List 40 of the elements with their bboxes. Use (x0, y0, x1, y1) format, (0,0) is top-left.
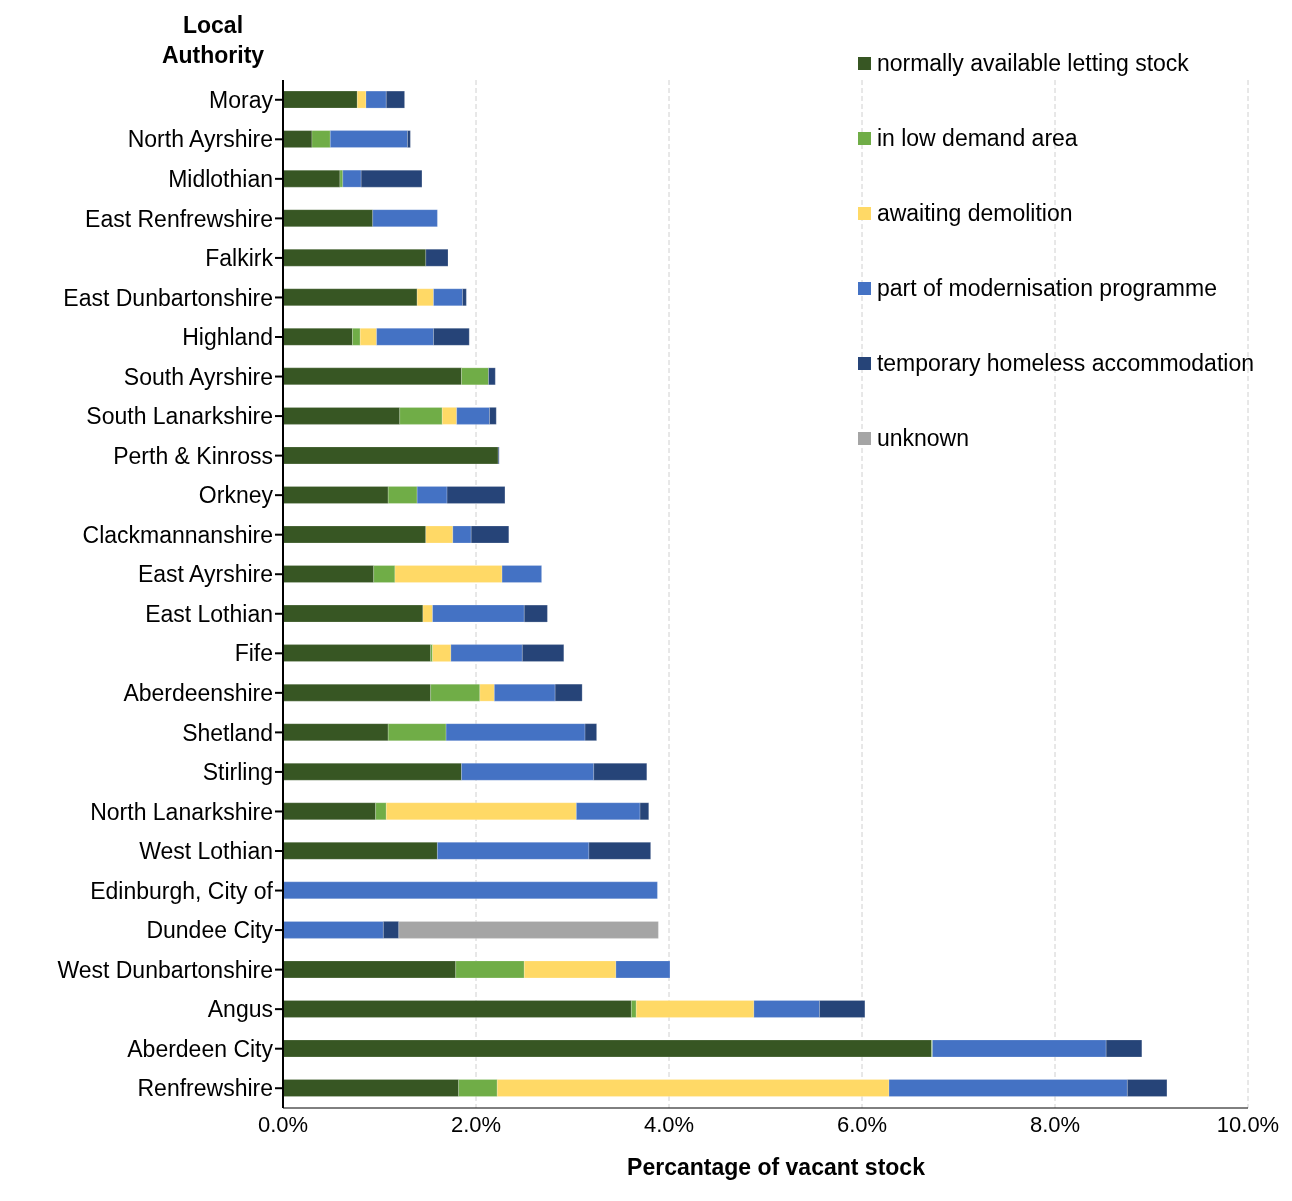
y-tick-label: North Lanarkshire (90, 798, 273, 825)
y-tick-label: East Ayrshire (137, 561, 273, 588)
y-tick-label: East Lothian (145, 600, 273, 627)
legend-label: normally available letting stock (876, 50, 1189, 77)
y-tick-label: Highland (182, 324, 273, 351)
y-tick-label: Shetland (182, 719, 273, 746)
x-tick-label: 8.0% (1029, 1111, 1081, 1137)
y-tick-label: Orkney (198, 482, 274, 509)
x-tick-label: 2.0% (450, 1111, 502, 1137)
y-tick-label: Stirling (202, 759, 273, 786)
x-tick-label: 4.0% (643, 1111, 695, 1137)
y-axis-title: Local Authority (160, 11, 266, 70)
y-tick-label: Midlothian (168, 166, 273, 193)
x-tick-label: 10.0% (1216, 1111, 1280, 1137)
y-tick-label: South Lanarkshire (86, 403, 273, 430)
legend-label: part of modernisation programme (876, 275, 1217, 302)
y-tick-label: Falkirk (205, 245, 274, 272)
legend-label: awaiting demolition (876, 200, 1073, 227)
y-tick-label: East Renfrewshire (85, 205, 273, 232)
x-tick-label: 0.0% (257, 1111, 309, 1137)
legend-label: unknown (876, 425, 969, 452)
y-tick-label: Aberdeen City (127, 1035, 274, 1062)
y-tick-label: North Ayrshire (127, 126, 273, 153)
y-tick-label: Moray (209, 86, 274, 113)
x-axis-title: Percantage of vacant stock (626, 1154, 926, 1181)
y-tick-label: South Ayrshire (123, 363, 273, 390)
y-tick-label: West Dunbartonshire (57, 956, 273, 983)
y-tick-label: Aberdeenshire (123, 680, 273, 707)
y-tick-label: West Lothian (139, 838, 273, 865)
x-tick-label: 6.0% (836, 1111, 888, 1137)
y-tick-label: Perth & Kinross (113, 442, 273, 469)
y-tick-label: Clackmannanshire (82, 521, 273, 548)
y-tick-label: Renfrewshire (137, 1075, 273, 1102)
y-tick-label: Dundee City (146, 917, 274, 944)
y-tick-label: Edinburgh, City of (90, 877, 274, 904)
legend-label: in low demand area (876, 125, 1078, 152)
y-tick-label: Fife (234, 640, 273, 667)
legend-label: temporary homeless accommodation (876, 350, 1254, 377)
y-tick-label: East Dunbartonshire (63, 284, 273, 311)
y-tick-label: Angus (207, 996, 273, 1023)
